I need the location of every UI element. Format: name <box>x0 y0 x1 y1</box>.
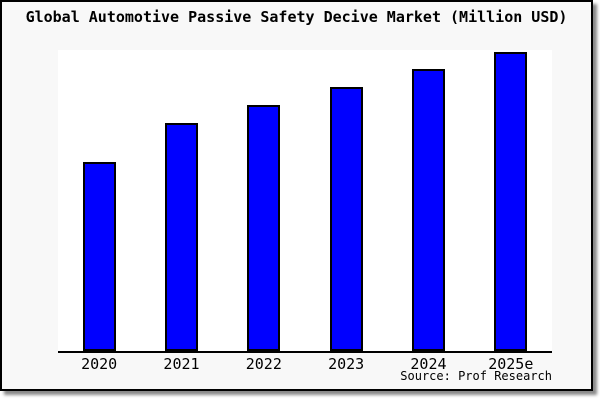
bar-slot-2021 <box>140 50 222 351</box>
bar-slot-2025e <box>470 50 552 351</box>
x-tick-label-2023: 2023 <box>328 355 365 373</box>
chart-title: Global Automotive Passive Safety Decive … <box>25 8 568 26</box>
bar-2023 <box>329 87 363 351</box>
x-tick-label-2024: 2024 <box>410 355 447 373</box>
plot-area <box>58 50 552 353</box>
x-tick-label-2025e: 2025e <box>488 355 534 373</box>
x-tick-label-2022: 2022 <box>245 355 282 373</box>
x-axis-labels: 2020 2021 2022 2023 2024 2025e <box>58 355 552 373</box>
bar-2024 <box>411 69 445 351</box>
bar-slot-2023 <box>305 50 387 351</box>
x-tick-label-2020: 2020 <box>81 355 118 373</box>
bar-2022 <box>247 105 281 351</box>
bar-slot-2020 <box>58 50 140 351</box>
bar-2021 <box>164 123 198 351</box>
bar-slot-2024 <box>387 50 469 351</box>
bar-2025e <box>494 51 528 351</box>
source-label: Source: Prof Research <box>400 369 552 383</box>
bars-container <box>58 50 552 351</box>
bar-2020 <box>82 162 116 351</box>
chart-frame: Global Automotive Passive Safety Decive … <box>0 0 593 391</box>
x-tick-label-2021: 2021 <box>163 355 200 373</box>
bar-slot-2022 <box>223 50 305 351</box>
